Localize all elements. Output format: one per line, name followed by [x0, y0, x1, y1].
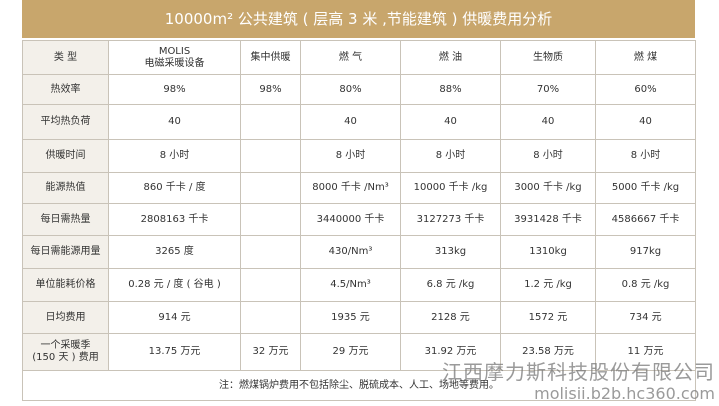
cell: 10000 千卡 /kg: [400, 172, 501, 204]
header-row: 类 型 MOLIS 电磁采暖设备 集中供暖燃 气燃 油生物质燃 煤: [22, 40, 696, 75]
cell: 1310kg: [500, 235, 596, 269]
table-row: 一个采暖季 (150 天 ) 费用 13.75 万元 32 万元 29 万元 31.92…: [22, 333, 696, 371]
row-label: 单位能耗价格: [22, 268, 109, 302]
cost-table: 类 型 MOLIS 电磁采暖设备 集中供暖燃 气燃 油生物质燃 煤热效率 98% 98%…: [22, 40, 696, 401]
cell: 40: [595, 104, 696, 140]
cell: 0.8 元 /kg: [595, 268, 696, 302]
header-cell: MOLIS 电磁采暖设备: [108, 40, 241, 75]
cell: 0.28 元 / 度 ( 谷电 ): [108, 268, 241, 302]
cell: 80%: [300, 74, 401, 105]
row-label: 一个采暖季 (150 天 ) 费用: [22, 333, 109, 371]
cell: 32 万元: [240, 333, 301, 371]
cell: 430/Nm³: [300, 235, 401, 269]
note: 注：燃煤锅炉费用不包括除尘、脱硫成本、人工、场地等费用。: [22, 370, 696, 401]
cell: 914 元: [108, 301, 241, 334]
cell: 1935 元: [300, 301, 401, 334]
row-label: 每日需能源用量: [22, 235, 109, 269]
note-row: 注：燃煤锅炉费用不包括除尘、脱硫成本、人工、场地等费用。: [22, 370, 696, 401]
header-cell: 燃 煤: [595, 40, 696, 75]
cell: 313kg: [400, 235, 501, 269]
cell: 917kg: [595, 235, 696, 269]
cell: 3127273 千卡: [400, 203, 501, 236]
cell: 8 小时: [108, 139, 241, 173]
cell: 23.58 万元: [500, 333, 596, 371]
title-bar: 10000m² 公共建筑 ( 层高 3 米 ,节能建筑 ) 供暖费用分析: [22, 0, 695, 38]
header-cell: 燃 气: [300, 40, 401, 75]
cell: 8 小时: [300, 139, 401, 173]
cell: 3931428 千卡: [500, 203, 596, 236]
cell: 8000 千卡 /Nm³: [300, 172, 401, 204]
cell: 98%: [240, 74, 301, 105]
table-row: 平均热负荷 40 40 40 40 40: [22, 104, 696, 140]
cell: 3440000 千卡: [300, 203, 401, 236]
cell: 70%: [500, 74, 596, 105]
cell: 13.75 万元: [108, 333, 241, 371]
cell: 40: [400, 104, 501, 140]
empty-cell: [240, 235, 301, 269]
cell: 734 元: [595, 301, 696, 334]
cell: 4.5/Nm³: [300, 268, 401, 302]
cell: 29 万元: [300, 333, 401, 371]
row-label: 能源热值: [22, 172, 109, 204]
cell: 1572 元: [500, 301, 596, 334]
cell: 4586667 千卡: [595, 203, 696, 236]
table-row: 单位能耗价格 0.28 元 / 度 ( 谷电 ) 4.5/Nm³ 6.8 元 /kg 1…: [22, 268, 696, 302]
header-cell: 生物质: [500, 40, 596, 75]
cell: 1.2 元 /kg: [500, 268, 596, 302]
empty-cell: [240, 268, 301, 302]
row-label: 热效率: [22, 74, 109, 105]
table-row: 日均费用 914 元 1935 元 2128 元 1572 元 734 元: [22, 301, 696, 334]
cell: 2808163 千卡: [108, 203, 241, 236]
cell: 40: [500, 104, 596, 140]
cell: 88%: [400, 74, 501, 105]
row-label: 日均费用: [22, 301, 109, 334]
table-row: 每日需能源用量 3265 度 430/Nm³ 313kg 1310kg 917kg: [22, 235, 696, 269]
cell: 60%: [595, 74, 696, 105]
empty-cell: [240, 104, 301, 140]
cell: 860 千卡 / 度: [108, 172, 241, 204]
cell: 3265 度: [108, 235, 241, 269]
row-label: 供暖时间: [22, 139, 109, 173]
table-row: 每日需热量 2808163 千卡 3440000 千卡 3127273 千卡 39314…: [22, 203, 696, 236]
cell: 40: [108, 104, 241, 140]
watermark: 江西摩力斯科技股份有限公司: [442, 360, 715, 384]
cell: 6.8 元 /kg: [400, 268, 501, 302]
row-label: 平均热负荷: [22, 104, 109, 140]
cell: 3000 千卡 /kg: [500, 172, 596, 204]
cell: 8 小时: [595, 139, 696, 173]
watermark-url: molisii.b2b.hc360.com: [534, 384, 715, 403]
header-cell: 集中供暖: [240, 40, 301, 75]
header-cell: 燃 油: [400, 40, 501, 75]
cell: 98%: [108, 74, 241, 105]
empty-cell: [240, 139, 301, 173]
empty-cell: [240, 172, 301, 204]
table-row: 热效率 98% 98% 80% 88% 70% 60%: [22, 74, 696, 105]
empty-cell: [240, 301, 301, 334]
table-row: 能源热值 860 千卡 / 度 8000 千卡 /Nm³ 10000 千卡 /kg 30…: [22, 172, 696, 204]
cell: 2128 元: [400, 301, 501, 334]
cell: 8 小时: [500, 139, 596, 173]
row-label: 每日需热量: [22, 203, 109, 236]
table-row: 供暖时间 8 小时 8 小时 8 小时 8 小时 8 小时: [22, 139, 696, 173]
cell: 11 万元: [595, 333, 696, 371]
cell: 40: [300, 104, 401, 140]
empty-cell: [240, 203, 301, 236]
cell: 5000 千卡 /kg: [595, 172, 696, 204]
row-label: 类 型: [22, 40, 109, 75]
cell: 8 小时: [400, 139, 501, 173]
